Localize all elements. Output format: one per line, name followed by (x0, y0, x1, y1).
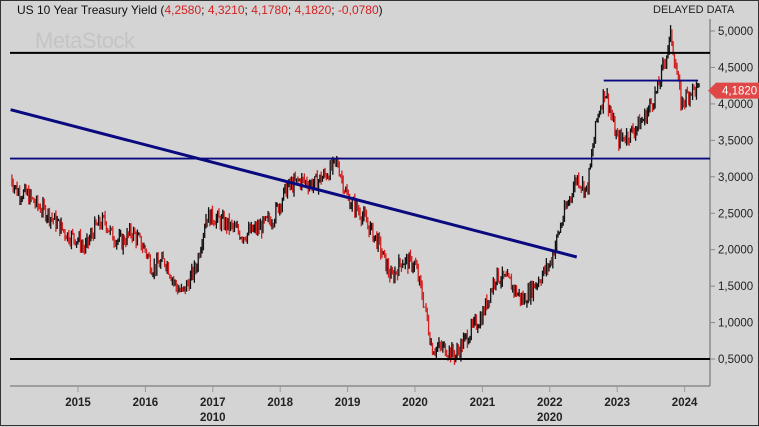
x-tick-label: 2019 (335, 397, 361, 409)
metastock-watermark: MetaStock (35, 28, 135, 53)
x-tick-label: 2017 (200, 397, 226, 409)
x-tick-label: 2021 (470, 397, 496, 409)
x-decade-label: 2020 (537, 412, 563, 424)
last-price-badge (708, 82, 759, 99)
x-tick-label: 2024 (672, 397, 698, 409)
y-tick-label: 5,0000 (718, 26, 753, 38)
high-value: 4,3210 (207, 3, 245, 17)
x-tick-label: 2022 (537, 397, 563, 409)
y-tick-label: 4,5000 (718, 62, 753, 74)
y-tick-label: 1,0000 (718, 318, 753, 330)
y-tick-label: 2,5000 (718, 208, 753, 220)
x-tick-label: 2016 (133, 397, 159, 409)
y-tick-label: 0,5000 (718, 354, 753, 366)
close-value: 4,1820 (294, 3, 332, 17)
y-tick-label: 3,0000 (718, 172, 753, 184)
open-value: 4,2580 (164, 3, 202, 17)
y-tick-label: 3,5000 (718, 135, 753, 147)
x-tick-label: 2018 (267, 397, 293, 409)
last-price-label: 4,1820 (722, 86, 757, 98)
y-tick-label: 4,0000 (718, 99, 753, 111)
x-tick-label: 2020 (402, 397, 428, 409)
x-decade-label: 2010 (200, 412, 226, 424)
chart-title: US 10 Year Treasury Yield (4,2580; 4,321… (17, 3, 383, 17)
y-tick-label: 2,0000 (718, 245, 753, 257)
x-tick-label: 2023 (604, 397, 630, 409)
change-value: -0,0780 (337, 3, 379, 17)
delayed-data-label: DELAYED DATA (653, 4, 735, 16)
y-tick-label: 1,5000 (718, 281, 753, 293)
title-text: US 10 Year Treasury Yield (17, 3, 158, 17)
descending-trendline[interactable] (10, 108, 578, 259)
x-tick-label: 2015 (65, 397, 91, 409)
low-value: 4,1780 (251, 3, 288, 17)
